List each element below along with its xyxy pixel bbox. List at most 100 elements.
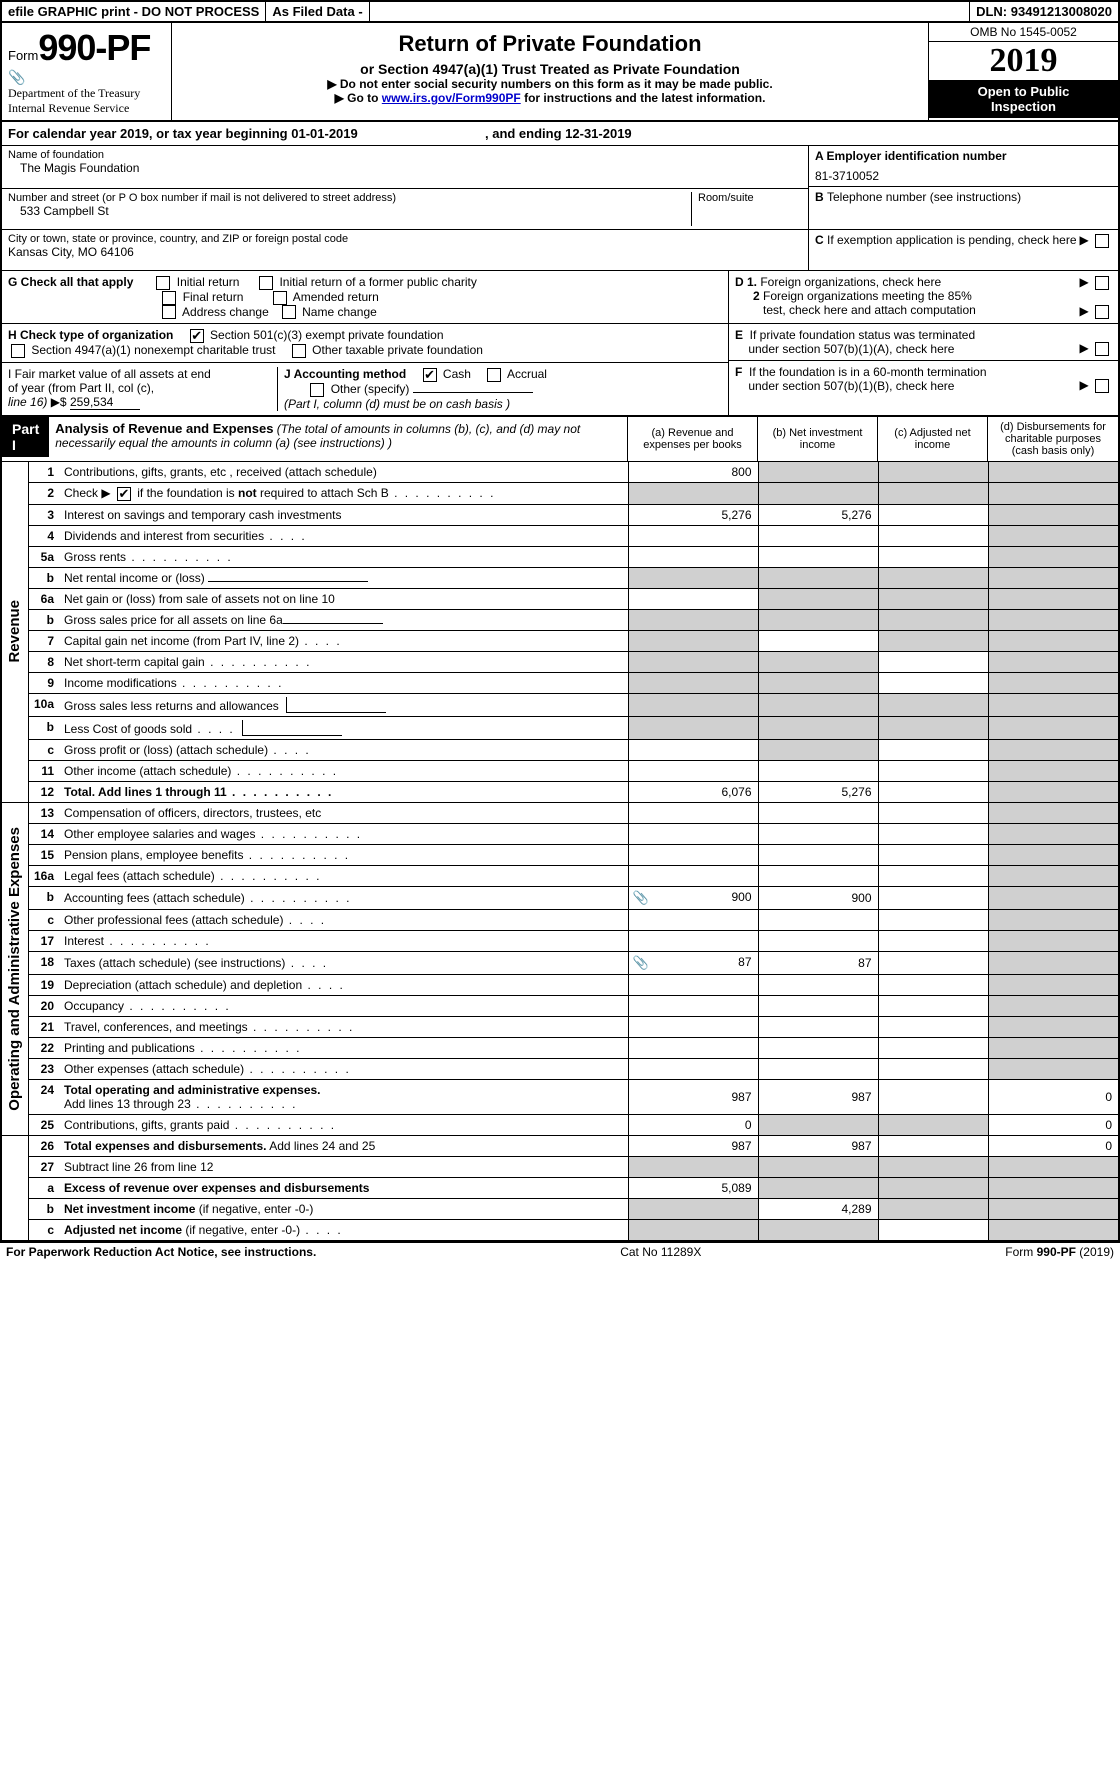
ein-cell: A Employer identification number 81-3710…: [809, 146, 1118, 187]
form-prefix: Form: [8, 48, 38, 63]
header-left: Form990-PF 📎 Department of the Treasury …: [2, 23, 172, 120]
g-name-checkbox[interactable]: [282, 305, 296, 319]
open-1: Open to Public: [933, 84, 1114, 99]
j-note: (Part I, column (d) must be on cash basi…: [284, 397, 510, 411]
ein-value: 81-3710052: [815, 169, 1112, 183]
paperclip-icon[interactable]: 📎: [633, 890, 649, 906]
part1-header: Part I Analysis of Revenue and Expenses …: [2, 417, 1118, 461]
row-10b: b Less Cost of goods sold: [2, 716, 1118, 739]
city-cell: City or town, state or province, country…: [2, 230, 808, 270]
i-l2: of year (from Part II, col (c),: [8, 381, 271, 395]
j-label: J Accounting method: [284, 367, 406, 381]
footer-r-b: 990-PF: [1037, 1245, 1076, 1259]
row-25: 25 Contributions, gifts, grants paid 0 0: [2, 1114, 1118, 1135]
row-21: 21 Travel, conferences, and meetings: [2, 1016, 1118, 1037]
r10a-box: [286, 697, 386, 713]
col-c-header: (c) Adjusted net income: [878, 417, 988, 461]
ghij-left: G Check all that apply Initial return In…: [2, 271, 728, 415]
footer-left: For Paperwork Reduction Act Notice, see …: [6, 1245, 316, 1259]
j-o3: Other (specify): [331, 382, 410, 396]
footer-r-c: (2019): [1076, 1245, 1114, 1259]
row-5b: b Net rental income or (loss): [2, 567, 1118, 588]
h-4947-checkbox[interactable]: [11, 344, 25, 358]
e-checkbox[interactable]: [1095, 342, 1109, 356]
irs-link[interactable]: www.irs.gov/Form990PF: [382, 91, 521, 105]
g-o3: Final return: [183, 290, 244, 304]
cal-begin: 01-01-2019: [291, 126, 358, 141]
row-4: 4 Dividends and interest from securities: [2, 525, 1118, 546]
name-label: Name of foundation: [8, 149, 802, 161]
def-col: D 1. Foreign organizations, check here 2…: [728, 271, 1118, 415]
row-2: 2 Check ▶ ✔ if the foundation is not req…: [2, 482, 1118, 504]
h-other-checkbox[interactable]: [292, 344, 306, 358]
entity-left: Name of foundation The Magis Foundation …: [2, 146, 808, 270]
bottom-side-spacer: [2, 1135, 28, 1240]
entity-right: A Employer identification number 81-3710…: [808, 146, 1118, 270]
exemption-label: C If exemption application is pending, c…: [815, 233, 1079, 248]
city-label: City or town, state or province, country…: [8, 233, 802, 245]
g-initial-checkbox[interactable]: [156, 276, 170, 290]
exemption-arrow: ▶: [1079, 233, 1112, 248]
j-o1: Cash: [443, 367, 471, 381]
g-addr-checkbox[interactable]: [162, 305, 176, 319]
part-badge: Part I: [2, 417, 49, 457]
dln-label: DLN:: [976, 4, 1007, 19]
form-title: Return of Private Foundation: [180, 31, 920, 57]
exemption-checkbox[interactable]: [1095, 234, 1109, 248]
expenses-side-label: Operating and Administrative Expenses: [2, 802, 28, 1135]
d2-checkbox[interactable]: [1095, 305, 1109, 319]
sch-b-checkbox[interactable]: ✔: [117, 487, 131, 501]
j-other-checkbox[interactable]: [310, 383, 324, 397]
part1-table: Revenue 1 Contributions, gifts, grants, …: [2, 461, 1118, 1240]
g-final-checkbox[interactable]: [162, 291, 176, 305]
h-row: H Check type of organization ✔ Section 5…: [2, 324, 728, 363]
row-1: Revenue 1 Contributions, gifts, grants, …: [2, 461, 1118, 482]
topbar: efile GRAPHIC print - DO NOT PROCESS As …: [0, 0, 1120, 23]
row-16b: b Accounting fees (attach schedule) 📎900…: [2, 886, 1118, 909]
g-former-checkbox[interactable]: [259, 276, 273, 290]
form-subtitle: or Section 4947(a)(1) Trust Treated as P…: [180, 61, 920, 77]
h-o2: Section 4947(a)(1) nonexempt charitable …: [31, 343, 275, 357]
j-cash-checkbox[interactable]: ✔: [423, 368, 437, 382]
form-no-big: 990-PF: [38, 27, 150, 68]
i-fmv-value: 259,534: [70, 395, 140, 410]
col-b-header: (b) Net investment income: [758, 417, 878, 461]
h-label: H Check type of organization: [8, 328, 173, 342]
row-17: 17 Interest: [2, 930, 1118, 951]
tax-year: 2019: [929, 42, 1118, 80]
j-accrual-checkbox[interactable]: [487, 368, 501, 382]
cal-a: For calendar year 2019, or tax year begi…: [8, 126, 291, 141]
row-15: 15 Pension plans, employee benefits: [2, 844, 1118, 865]
addr-cell: Number and street (or P O box number if …: [2, 189, 808, 230]
row-3: 3 Interest on savings and temporary cash…: [2, 504, 1118, 525]
page-footer: For Paperwork Reduction Act Notice, see …: [0, 1242, 1120, 1261]
row-13: Operating and Administrative Expenses 13…: [2, 802, 1118, 823]
omb-number: OMB No 1545-0052: [929, 23, 1118, 42]
h-501c3-checkbox[interactable]: ✔: [190, 329, 204, 343]
row-16a: 16a Legal fees (attach schedule): [2, 865, 1118, 886]
row-9: 9 Income modifications: [2, 672, 1118, 693]
g-amended-checkbox[interactable]: [273, 291, 287, 305]
d1-row: D 1. Foreign organizations, check here 2…: [729, 271, 1118, 324]
name-cell: Name of foundation The Magis Foundation: [2, 146, 808, 189]
footer-mid: Cat No 11289X: [316, 1245, 1005, 1259]
i-block: I Fair market value of all assets at end…: [8, 367, 278, 411]
paperclip-icon[interactable]: 📎: [633, 955, 649, 971]
row-27c: c Adjusted net income (if negative, ente…: [2, 1219, 1118, 1240]
g-label: G Check all that apply: [8, 275, 133, 289]
header-right: OMB No 1545-0052 2019 Open to Public Ins…: [928, 23, 1118, 120]
ij-row: I Fair market value of all assets at end…: [2, 363, 728, 415]
row-23: 23 Other expenses (attach schedule): [2, 1058, 1118, 1079]
exemption-cell: C If exemption application is pending, c…: [809, 230, 1118, 251]
g-o6: Name change: [302, 305, 377, 319]
f-checkbox[interactable]: [1095, 379, 1109, 393]
part1-title: Analysis of Revenue and Expenses: [55, 421, 273, 436]
dln-value: 93491213008020: [1011, 4, 1112, 19]
part1-desc: Analysis of Revenue and Expenses (The to…: [49, 417, 627, 461]
part1-col-headers: (a) Revenue and expenses per books (b) N…: [628, 417, 1118, 461]
d1-checkbox[interactable]: [1095, 276, 1109, 290]
col-d-header: (d) Disbursements for charitable purpose…: [988, 417, 1118, 461]
as-filed-label: As Filed Data -: [266, 2, 369, 21]
row-24: 24 Total operating and administrative ex…: [2, 1079, 1118, 1114]
g-o4: Amended return: [293, 290, 379, 304]
